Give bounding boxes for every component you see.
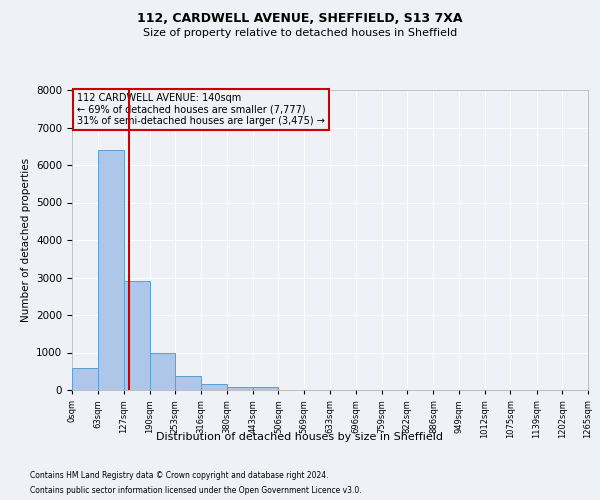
Bar [124,281,149,390]
Text: 112, CARDWELL AVENUE, SHEFFIELD, S13 7XA: 112, CARDWELL AVENUE, SHEFFIELD, S13 7XA [137,12,463,26]
Bar [72,368,98,390]
Bar [227,386,253,390]
Text: Size of property relative to detached houses in Sheffield: Size of property relative to detached ho… [143,28,457,38]
Bar [253,387,278,390]
Bar [201,384,227,390]
Text: 112 CARDWELL AVENUE: 140sqm
← 69% of detached houses are smaller (7,777)
31% of : 112 CARDWELL AVENUE: 140sqm ← 69% of det… [77,93,325,126]
Text: Contains public sector information licensed under the Open Government Licence v3: Contains public sector information licen… [30,486,362,495]
Bar [98,150,124,390]
Text: Distribution of detached houses by size in Sheffield: Distribution of detached houses by size … [157,432,443,442]
Text: Contains HM Land Registry data © Crown copyright and database right 2024.: Contains HM Land Registry data © Crown c… [30,471,329,480]
Y-axis label: Number of detached properties: Number of detached properties [20,158,31,322]
Bar [149,352,175,390]
Bar [175,376,201,390]
